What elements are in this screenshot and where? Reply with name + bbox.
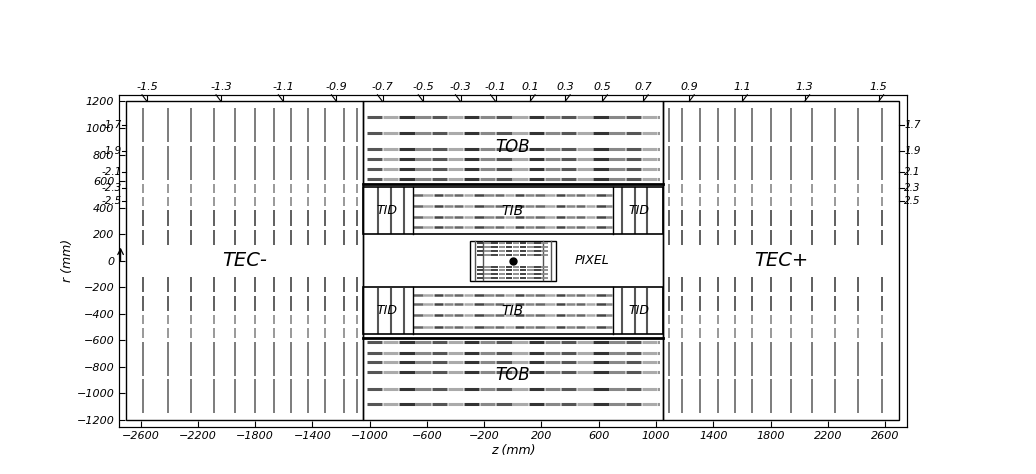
Text: 2.5: 2.5 bbox=[904, 196, 921, 207]
Text: TIB: TIB bbox=[501, 204, 524, 218]
Bar bbox=[126, 101, 363, 420]
Text: -1.7: -1.7 bbox=[102, 120, 121, 130]
Bar bbox=[363, 101, 663, 420]
Bar bbox=[363, 287, 663, 334]
Text: 1.7: 1.7 bbox=[904, 120, 921, 130]
Text: TID: TID bbox=[628, 204, 650, 217]
Y-axis label: r (mm): r (mm) bbox=[61, 239, 74, 282]
Text: 2.3: 2.3 bbox=[904, 183, 921, 193]
Text: TOB: TOB bbox=[495, 137, 530, 155]
Text: TOB: TOB bbox=[495, 366, 530, 384]
Text: -2.3: -2.3 bbox=[102, 183, 121, 193]
Text: PIXEL: PIXEL bbox=[574, 254, 609, 267]
Bar bbox=[363, 187, 663, 234]
Bar bbox=[470, 241, 555, 281]
Text: -2.5: -2.5 bbox=[102, 196, 121, 207]
Text: TEC-: TEC- bbox=[222, 251, 267, 270]
Text: 2.1: 2.1 bbox=[904, 166, 921, 177]
Text: TID: TID bbox=[376, 204, 398, 217]
Text: TID: TID bbox=[376, 304, 398, 317]
Text: -1.9: -1.9 bbox=[102, 146, 121, 156]
Text: -2.1: -2.1 bbox=[102, 166, 121, 177]
Text: TIB: TIB bbox=[501, 304, 524, 318]
Text: 1.9: 1.9 bbox=[904, 146, 921, 156]
Text: TEC+: TEC+ bbox=[754, 251, 808, 270]
Bar bbox=[663, 101, 899, 420]
Text: TID: TID bbox=[628, 304, 650, 317]
X-axis label: z (mm): z (mm) bbox=[491, 444, 535, 457]
